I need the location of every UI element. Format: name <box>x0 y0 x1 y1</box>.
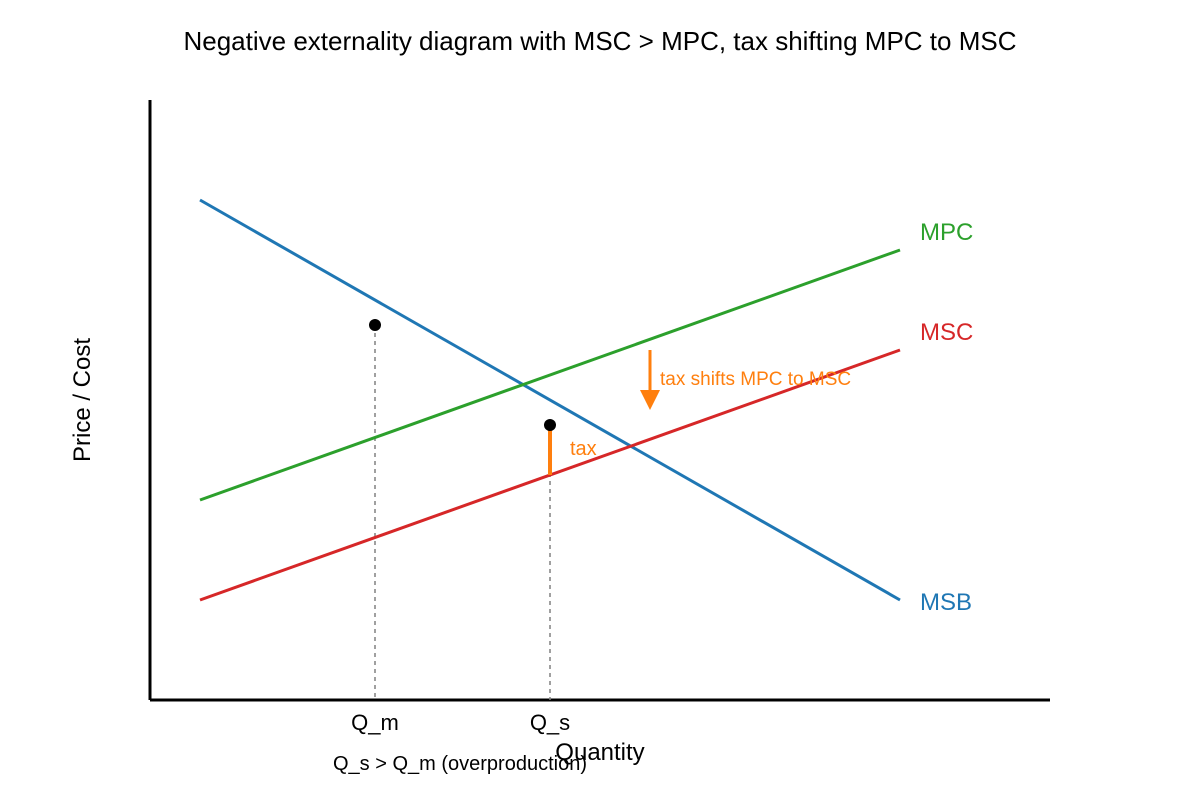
tax-label: tax <box>570 438 597 460</box>
shift-arrow-head <box>640 390 660 410</box>
shift-label: tax shifts MPC to MSC <box>660 369 851 390</box>
q-s-label: Q_s <box>530 710 570 735</box>
q-m-label: Q_m <box>351 710 399 735</box>
msb-label: MSB <box>920 589 972 616</box>
mpc-curve <box>199 248 901 502</box>
mpc-label: MPC <box>920 219 973 246</box>
x-axis-label: Quantity <box>555 739 644 766</box>
msb-curve <box>199 198 901 602</box>
overproduction-note: Q_s > Q_m (overproduction) <box>333 753 587 775</box>
y-axis-label: Price / Cost <box>69 338 96 462</box>
diagram-title: Negative externality diagram with MSC > … <box>183 26 1016 56</box>
msc-label: MSC <box>920 319 973 346</box>
social-point <box>544 419 556 431</box>
market-equilibrium-point <box>369 319 381 331</box>
